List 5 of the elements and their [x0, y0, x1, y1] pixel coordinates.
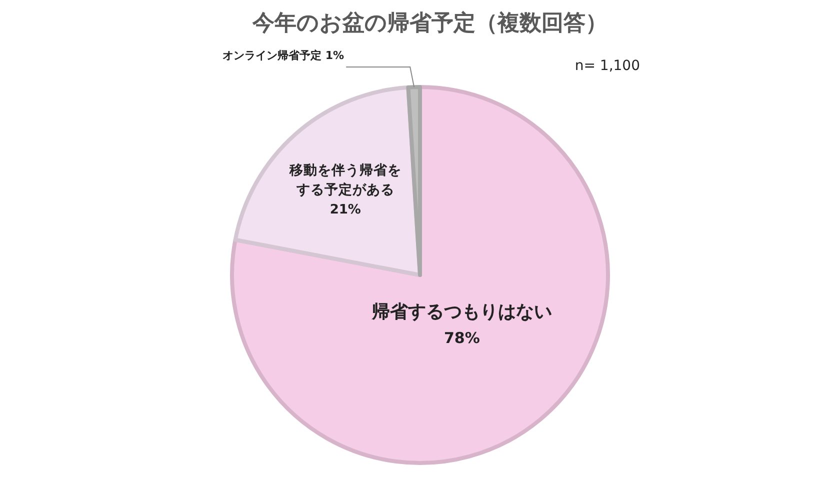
- data-label: オンライン帰省予定 1%: [222, 49, 344, 62]
- data-label: 帰省するつもりはない 78%: [372, 302, 552, 347]
- data-label: 移動を伴う帰省をする予定がある 21%: [289, 162, 402, 218]
- annotation: n= 1,100: [574, 58, 640, 74]
- title: 今年のお盆の帰省予定（複数回答）: [252, 11, 608, 36]
